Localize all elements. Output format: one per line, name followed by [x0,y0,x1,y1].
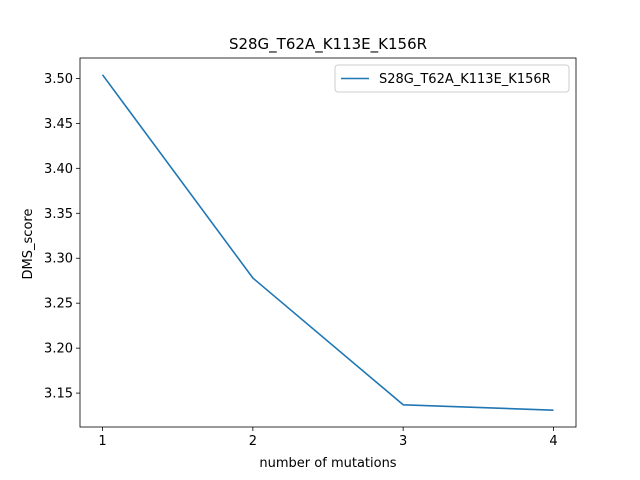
y-tick-label: 3.30 [44,252,73,267]
x-axis: 1 2 3 4 [98,427,558,449]
y-tick-label: 3.50 [44,72,73,87]
y-axis-label: DMS_score [21,209,36,280]
legend: S28G_T62A_K113E_K156R [334,64,570,93]
plot-frame [79,57,577,428]
plot-area [79,57,577,428]
y-axis: 3.15 3.20 3.25 3.30 3.35 3.40 3.45 3.50 [44,72,80,402]
y-tick-label: 3.45 [44,117,73,132]
series-layer [101,74,554,411]
y-tick-label: 3.15 [44,387,73,402]
chart-title: S28G_T62A_K113E_K156R [229,35,427,54]
x-tick-label: 1 [98,434,106,449]
x-tick-label: 4 [549,434,557,449]
y-tick-label: 3.25 [44,297,73,312]
y-tick-label: 3.20 [44,342,73,357]
series-line [101,74,554,411]
legend-box [334,64,570,93]
x-axis-label: number of mutations [259,456,396,471]
y-tick-label: 3.40 [44,162,73,177]
y-tick-label: 3.35 [44,207,73,222]
x-tick-label: 2 [249,434,257,449]
legend-label: S28G_T62A_K113E_K156R [379,72,551,87]
x-tick-label: 3 [399,434,407,449]
